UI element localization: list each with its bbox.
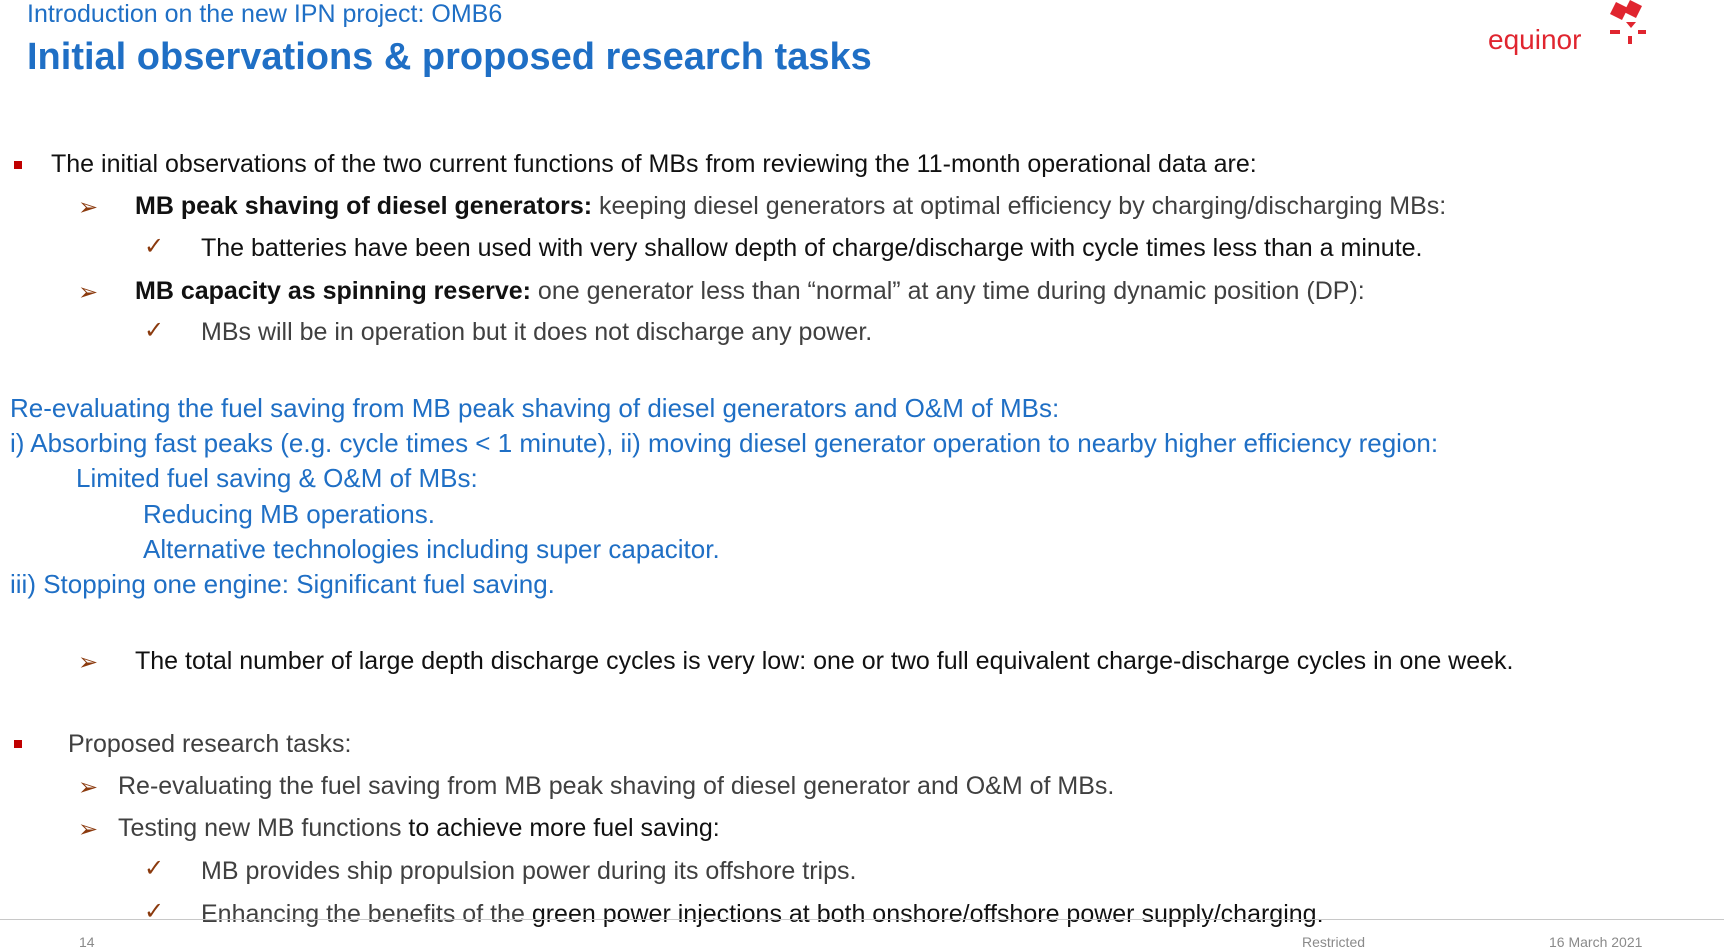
footer-divider — [0, 919, 1724, 920]
red-square-bullet — [14, 740, 22, 748]
observations-intro: The initial observations of the two curr… — [51, 150, 1257, 178]
check-mark-icon: ✓ — [144, 317, 165, 344]
shallow-depth-item: The batteries have been used with very s… — [201, 234, 1423, 262]
peak-shaving-item: MB peak shaving of diesel generators: ke… — [135, 192, 1446, 221]
classification-label: Restricted — [1302, 934, 1366, 950]
slide-title: Initial observations & proposed research… — [27, 36, 872, 78]
arrow-bullet-icon: ➢ — [78, 774, 99, 801]
green-power-part-b: green power injections at both onshore/o… — [531, 900, 1324, 928]
spinning-reserve-label: MB capacity as spinning reserve: — [135, 277, 531, 305]
slide-date: 16 March 2021 — [1549, 934, 1643, 950]
discharge-cycles-item: The total number of large depth discharg… — [135, 647, 1514, 675]
slide-subtitle: Introduction on the new IPN project: OMB… — [27, 0, 503, 28]
green-power-item: Enhancing the benefits of the green powe… — [201, 900, 1324, 929]
testing-task-part-b: to achieve more fuel saving: — [401, 814, 720, 842]
peak-shaving-label: MB peak shaving of diesel generators: — [135, 192, 593, 220]
propulsion-item: MB provides ship propulsion power during… — [201, 857, 857, 885]
arrow-bullet-icon: ➢ — [78, 279, 99, 306]
arrow-bullet-icon: ➢ — [78, 649, 99, 676]
equinor-star-icon — [1610, 0, 1646, 44]
peak-shaving-desc: keeping diesel generators at optimal eff… — [592, 192, 1447, 220]
check-mark-icon: ✓ — [144, 233, 165, 260]
green-power-part-a: Enhancing the benefits of the — [201, 900, 532, 928]
check-mark-icon: ✓ — [144, 898, 165, 925]
check-mark-icon: ✓ — [144, 855, 165, 882]
equinor-logo: equinor — [1488, 0, 1648, 62]
arrow-bullet-icon: ➢ — [78, 816, 99, 843]
no-discharge-item: MBs will be in operation but it does not… — [201, 318, 873, 346]
logo-text: equinor — [1488, 24, 1582, 55]
spinning-reserve-desc: one generator less than “normal” at any … — [530, 277, 1365, 305]
testing-task-part-a: Testing new MB functions — [118, 814, 402, 842]
red-square-bullet — [14, 161, 22, 169]
note-line-6: iii) Stopping one engine: Significant fu… — [10, 569, 555, 599]
page-number: 14 — [79, 934, 95, 950]
spinning-reserve-item: MB capacity as spinning reserve: one gen… — [135, 277, 1365, 306]
re-evaluating-task: Re-evaluating the fuel saving from MB pe… — [118, 772, 1115, 800]
note-line-1: Re-evaluating the fuel saving from MB pe… — [10, 393, 1060, 423]
arrow-bullet-icon: ➢ — [78, 194, 99, 221]
research-tasks-heading: Proposed research tasks: — [68, 730, 352, 758]
testing-task: Testing new MB functions to achieve more… — [118, 814, 720, 843]
note-line-2: i) Absorbing fast peaks (e.g. cycle time… — [10, 428, 1439, 458]
note-line-4: Reducing MB operations. — [143, 499, 435, 529]
note-line-3: Limited fuel saving & O&M of MBs: — [76, 463, 478, 493]
note-line-5: Alternative technologies including super… — [143, 534, 720, 564]
